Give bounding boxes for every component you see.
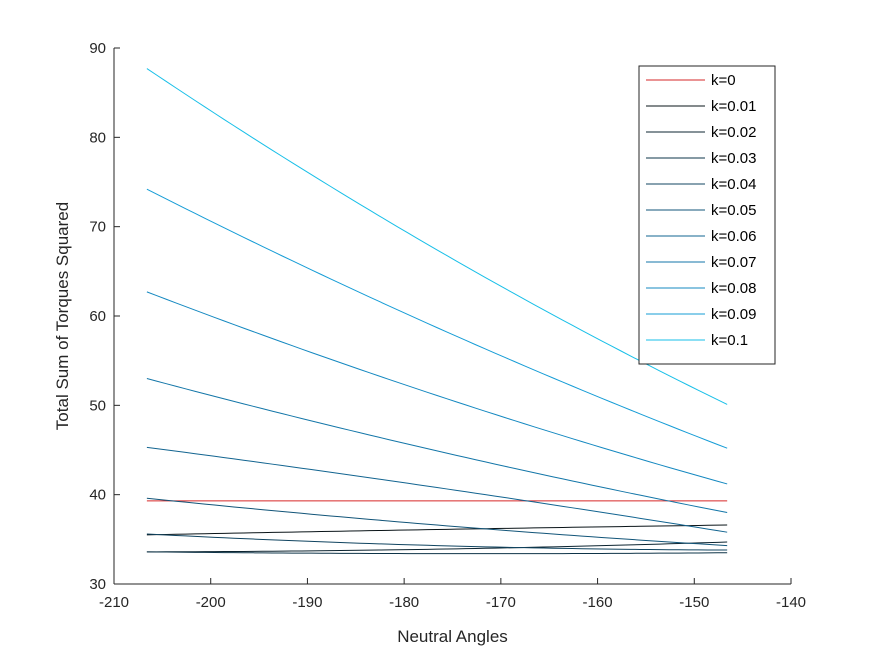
legend-label: k=0.04	[711, 176, 756, 193]
series-line-6	[146, 446, 728, 533]
series-layer	[146, 68, 728, 555]
y-tick-label: 50	[89, 397, 106, 414]
legend-label: k=0.09	[711, 306, 756, 323]
series-line-10	[146, 68, 728, 405]
x-tick-label: -180	[389, 594, 419, 611]
legend-label: k=0.03	[711, 150, 756, 167]
x-tick-label: -170	[486, 594, 516, 611]
y-tick-label: 70	[89, 219, 106, 236]
x-tick-label: -200	[196, 594, 226, 611]
x-tick-label: -160	[583, 594, 613, 611]
legend-label: k=0.07	[711, 254, 756, 271]
y-tick-label: 40	[89, 487, 106, 504]
series-line-3	[146, 551, 728, 555]
legend-label: k=0.02	[711, 124, 756, 141]
y-tick-label: 60	[89, 308, 106, 325]
series-line-2	[146, 541, 728, 553]
series-line-4	[146, 533, 728, 551]
x-tick-label: -210	[99, 594, 129, 611]
series-line-9	[146, 188, 728, 449]
legend: k=0 k=0.01 k=0.02 k=0.03 k=0.04 k=0.05 k=0.06 k…	[638, 65, 776, 365]
legend-label: k=0.01	[711, 98, 756, 115]
legend-label: k=0.08	[711, 280, 756, 297]
axes: -210 -200 -190 -180 -170 -160 -150 -140 30 40 50 60…	[89, 40, 806, 611]
series-line-5	[146, 497, 728, 547]
series-line-7	[146, 378, 728, 514]
series-line-8	[146, 291, 728, 485]
x-tick-label: -150	[679, 594, 709, 611]
y-tick-label: 30	[89, 576, 106, 593]
x-axis-label: Neutral Angles	[397, 627, 508, 646]
legend-label: k=0.05	[711, 202, 756, 219]
y-tick-label: 90	[89, 40, 106, 57]
x-tick-label: -140	[776, 594, 806, 611]
x-tick-label: -190	[292, 594, 322, 611]
series-line-1	[146, 524, 728, 536]
legend-label: k=0	[711, 72, 736, 89]
y-axis-label: Total Sum of Torques Squared	[53, 202, 72, 430]
legend-label: k=0.06	[711, 228, 756, 245]
legend-label: k=0.1	[711, 332, 748, 349]
y-tick-label: 80	[89, 129, 106, 146]
